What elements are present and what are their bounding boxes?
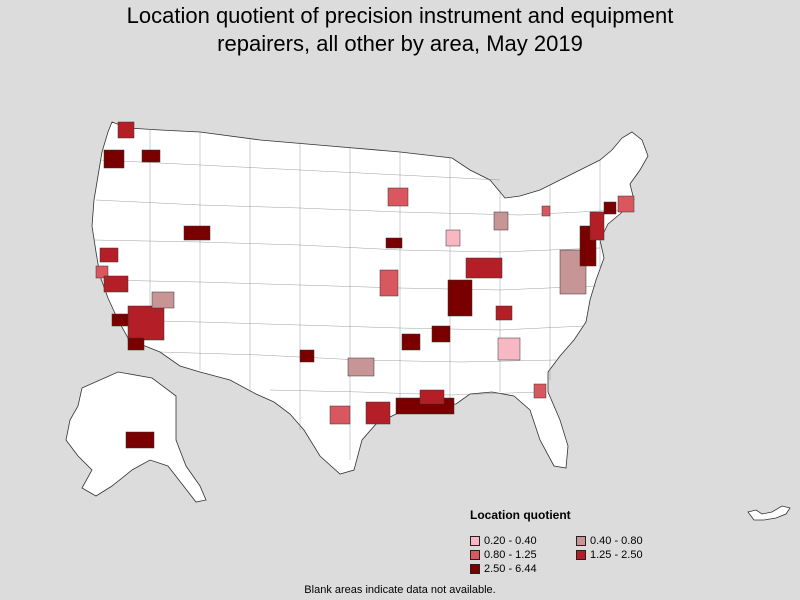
area-arkansas [401,333,421,351]
legend-swatch [576,549,586,560]
area-southern-california [127,305,165,341]
area-oklahoma [347,357,375,377]
legend-item-0-20-0-40: 0.20 - 0.40 [470,534,576,547]
legend-item-0-40-0-80: 0.40 - 0.80 [576,534,716,547]
area-tennessee [431,325,451,343]
area-northern-california [99,247,119,263]
area-houston [365,401,391,425]
legend-swatch [470,563,480,574]
area-massachusetts [617,195,635,213]
legend-item-2-50-6-44: 2.50 - 6.44 [470,562,576,575]
area-georgia [497,337,521,361]
area-central-california [103,275,129,293]
area-portland [103,149,125,169]
legend-label: 0.20 - 0.40 [484,534,537,547]
area-new-york [589,211,605,241]
area-new-mexico [299,349,315,363]
legend: Location quotient 0.20 - 0.40 0.40 - 0.8… [470,508,730,575]
area-kentucky [447,279,473,317]
legend-label: 0.80 - 1.25 [484,548,537,561]
legend-swatch [470,535,480,546]
highlighted-areas [95,121,635,449]
legend-swatch [576,535,586,546]
area-mississippi [419,389,445,405]
area-florida [533,383,547,399]
area-las-vegas [151,291,175,309]
map-title-line2: repairers, all other by area, May 2019 [217,31,583,56]
area-minnesota [387,187,409,207]
hawaii-outline [747,505,791,521]
area-salt-lake [183,225,211,241]
area-western-washington [117,121,135,139]
area-eastern-washington [141,149,161,163]
area-los-angeles [111,313,129,327]
legend-swatch [470,549,480,560]
area-dallas [329,405,351,425]
area-indiana [465,257,503,279]
legend-item-1-25-2-50: 1.25 - 2.50 [576,548,716,561]
area-connecticut [603,201,617,215]
footnote: Blank areas indicate data not available. [304,584,496,596]
map-title-line1: Location quotient of precision instrumen… [126,3,674,28]
area-san-diego [127,337,145,351]
area-alaska [125,431,155,449]
legend-label: 2.50 - 6.44 [484,562,537,575]
area-bay-area [95,265,109,279]
area-chicago [445,229,461,247]
area-iowa [385,237,403,249]
legend-label: 0.40 - 0.80 [590,534,643,547]
legend-title: Location quotient [470,508,571,522]
legend-items: 0.20 - 0.40 0.40 - 0.80 0.80 - 1.25 1.25… [470,534,730,575]
area-michigan [493,211,509,231]
legend-item-0-80-1-25: 0.80 - 1.25 [470,548,576,561]
map-title: Location quotient of precision instrumen… [0,2,800,58]
area-kansas [379,269,399,297]
legend-label: 1.25 - 2.50 [590,548,643,561]
area-upstate-new-york [541,205,551,217]
area-virginia [495,305,513,321]
